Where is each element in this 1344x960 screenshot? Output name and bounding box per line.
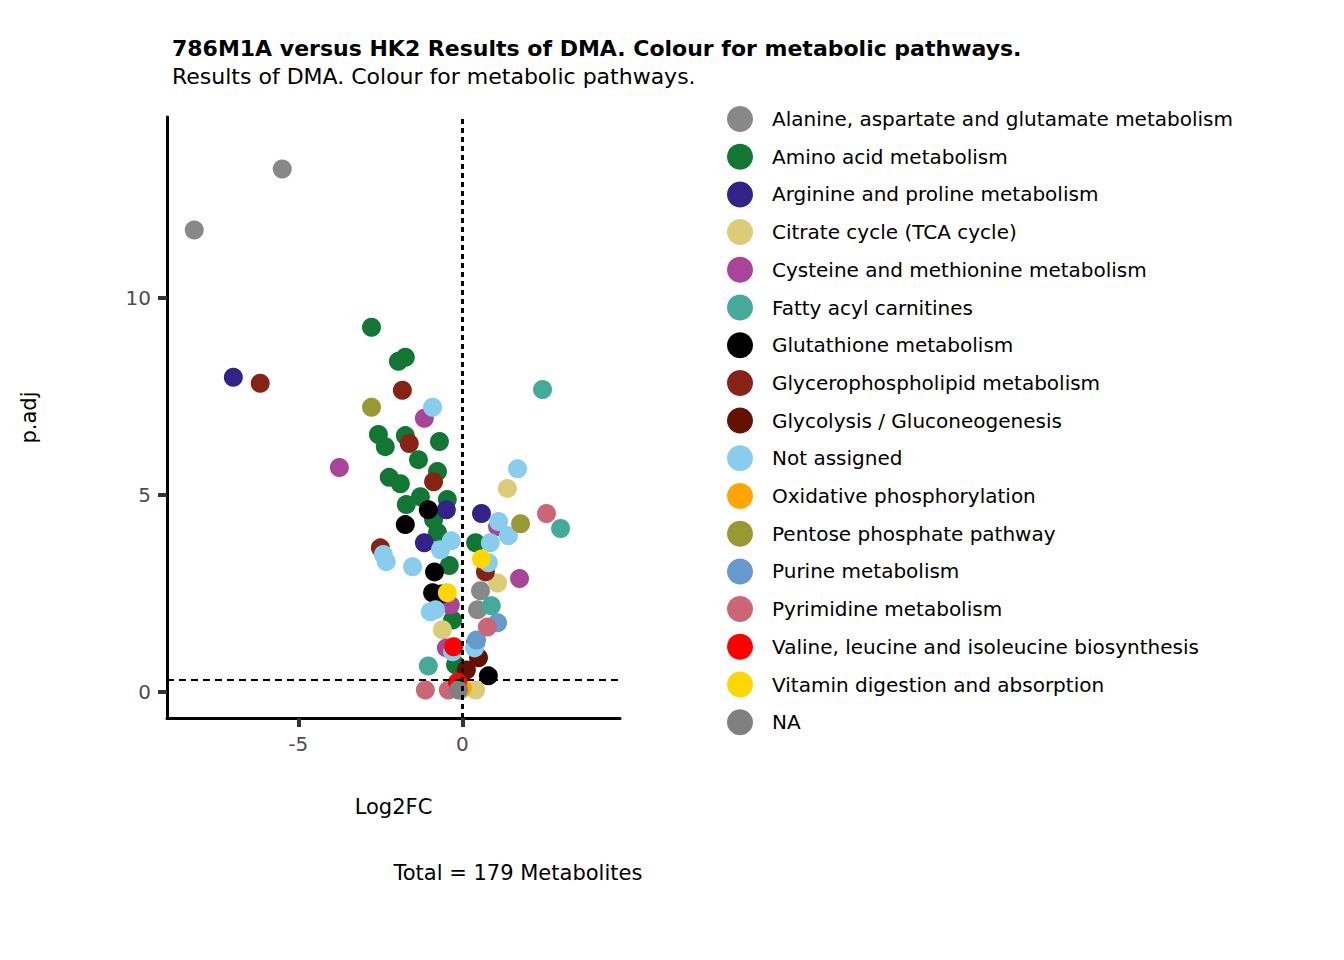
svg-text:Valine, leucine and isoleucine: Valine, leucine and isoleucine biosynthe… — [772, 635, 1199, 659]
svg-text:Citrate cycle (TCA cycle): Citrate cycle (TCA cycle) — [772, 220, 1017, 244]
svg-text:Glycerophospholipid metabolism: Glycerophospholipid metabolism — [772, 371, 1100, 395]
svg-text:Glycolysis / Gluconeogenesis: Glycolysis / Gluconeogenesis — [772, 409, 1062, 433]
svg-text:Not assigned: Not assigned — [772, 446, 902, 470]
svg-text:786M1A versus HK2 Results of D: 786M1A versus HK2 Results of DMA. Colour… — [172, 36, 1021, 61]
svg-text:Alanine, aspartate and glutama: Alanine, aspartate and glutamate metabol… — [772, 107, 1233, 131]
svg-text:Vitamin digestion and absorpti: Vitamin digestion and absorption — [772, 673, 1104, 697]
svg-text:Arginine and proline metabolis: Arginine and proline metabolism — [772, 182, 1098, 206]
svg-text:Fatty acyl carnitines: Fatty acyl carnitines — [772, 296, 973, 320]
svg-text:p.adj: p.adj — [17, 391, 41, 443]
svg-text:Results of DMA. Colour for met: Results of DMA. Colour for metabolic pat… — [172, 64, 696, 89]
svg-text:0: 0 — [456, 732, 469, 756]
svg-text:10: 10 — [126, 286, 151, 310]
svg-text:Pyrimidine metabolism: Pyrimidine metabolism — [772, 597, 1002, 621]
svg-text:0: 0 — [138, 680, 151, 704]
svg-text:-5: -5 — [288, 732, 308, 756]
svg-text:Total = 179 Metabolites: Total = 179 Metabolites — [392, 861, 642, 885]
svg-text:NA: NA — [772, 710, 801, 734]
svg-text:Log2FC: Log2FC — [355, 795, 433, 819]
svg-text:Oxidative phosphorylation: Oxidative phosphorylation — [772, 484, 1036, 508]
svg-text:Glutathione metabolism: Glutathione metabolism — [772, 333, 1013, 357]
svg-text:5: 5 — [138, 483, 151, 507]
svg-text:Amino acid metabolism: Amino acid metabolism — [772, 145, 1008, 169]
svg-text:Cysteine and methionine metabo: Cysteine and methionine metabolism — [772, 258, 1147, 282]
svg-text:Pentose phosphate pathway: Pentose phosphate pathway — [772, 522, 1056, 546]
svg-text:Purine metabolism: Purine metabolism — [772, 559, 959, 583]
